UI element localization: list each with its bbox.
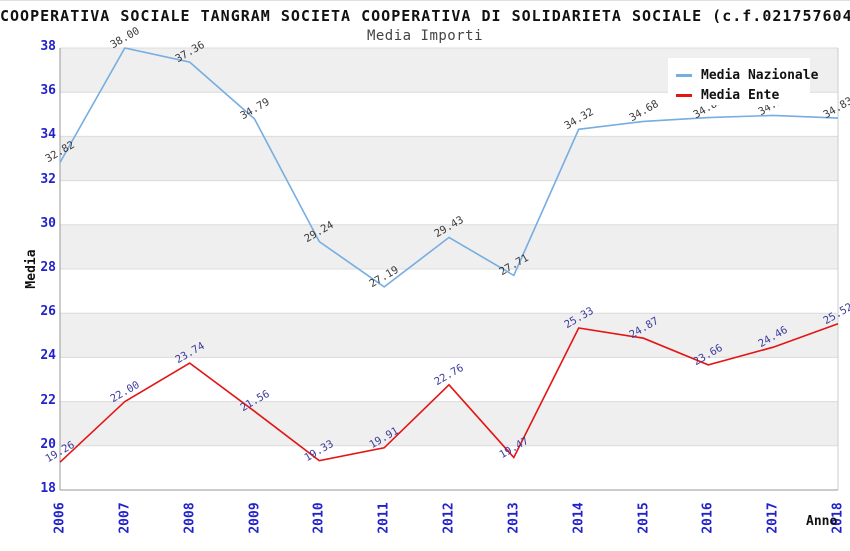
x-tick-label: 2015 [636, 502, 651, 534]
x-tick-label: 2012 [441, 502, 457, 534]
legend-label-media-ente: Media Ente [701, 87, 780, 103]
y-tick-label: 20 [40, 436, 56, 452]
x-tick-label: 2008 [182, 502, 198, 534]
grid-band [60, 401, 838, 446]
grid-band [60, 136, 838, 181]
legend: Media Nazionale Media Ente [668, 58, 818, 105]
y-tick-label: 34 [40, 127, 56, 143]
y-tick-label: 32 [40, 171, 56, 187]
y-tick-label: 24 [40, 348, 56, 364]
y-tick-label: 26 [40, 304, 56, 320]
x-tick-label: 2013 [506, 502, 522, 534]
x-tick-label: 2017 [765, 502, 781, 534]
x-axis-title: Anno [806, 514, 838, 529]
chart-title: COOPERATIVA SOCIALE TANGRAM SOCIETA COOP… [0, 7, 850, 25]
media-ente-line-swatch-icon [676, 93, 692, 97]
y-tick-label: 18 [40, 481, 56, 496]
grid-band [60, 313, 838, 358]
grid-band [60, 224, 838, 269]
chart-subtitle: Media Importi [366, 28, 484, 44]
x-tick-label: 2007 [117, 502, 133, 534]
x-tick-label: 2016 [700, 502, 716, 534]
x-tick-label: 2006 [52, 502, 68, 534]
x-tick-label: 2011 [376, 502, 392, 534]
x-tick-label: 2014 [571, 502, 587, 534]
legend-item-media-ente: Media Ente [668, 85, 810, 105]
y-tick-label: 28 [40, 260, 56, 275]
y-tick-label: 36 [40, 83, 56, 99]
y-tick-label: 38 [40, 39, 56, 54]
legend-item-media-nazionale: Media Nazionale [668, 65, 818, 85]
y-tick-label: 22 [40, 392, 56, 408]
x-tick-label: 2009 [247, 502, 262, 534]
media-nazionale-line-swatch-icon [676, 73, 692, 77]
series-line-1 [59, 323, 839, 463]
x-tick-label: 2010 [311, 502, 327, 534]
y-tick-label: 30 [40, 215, 56, 231]
y-axis-title: Media [24, 249, 40, 289]
series-line-0 [59, 47, 839, 288]
legend-label-media-nazionale: Media Nazionale [701, 67, 819, 83]
